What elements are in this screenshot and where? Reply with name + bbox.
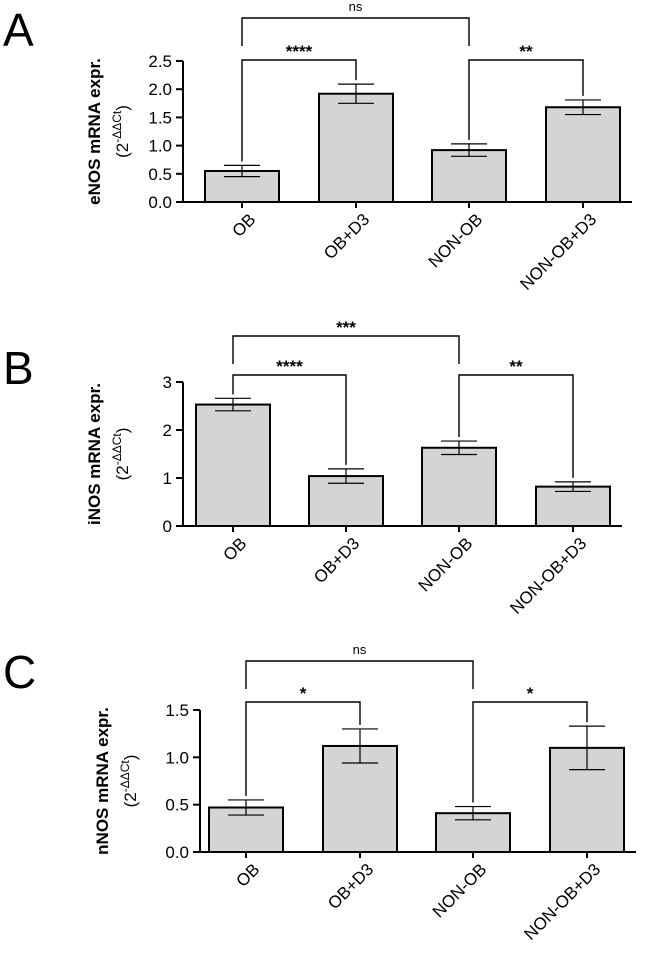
significance-label: **	[519, 42, 533, 61]
x-category-label: OB	[233, 860, 264, 891]
y-tick-label: 3	[163, 373, 172, 392]
bar-non-ob-plus-d3	[535, 485, 611, 528]
significance-bracket	[241, 17, 470, 46]
y-axis-unit: (2-ΔΔCt)	[118, 755, 140, 808]
significance-label: ****	[276, 357, 303, 376]
y-axis-label: eNOS mRNA expr.	[85, 58, 104, 205]
significance-bracket	[245, 660, 474, 689]
y-unit-close: )	[113, 105, 132, 111]
x-category-label: NON-OB	[415, 534, 477, 596]
significance-label: **	[509, 357, 523, 376]
significance-label: *	[527, 684, 534, 703]
y-unit-close: )	[113, 428, 132, 434]
significance-bracket	[472, 701, 588, 803]
significance-bracket	[458, 374, 574, 478]
x-category-label: NON-OB	[429, 860, 491, 922]
x-category-label: OB	[220, 534, 251, 565]
significance-bracket	[241, 59, 357, 162]
significance-bracket	[232, 374, 347, 465]
y-axis-label: nNOS mRNA expr.	[93, 707, 112, 855]
y-axis-label: iNOS mRNA expr.	[85, 383, 104, 525]
bar-ob	[195, 403, 271, 527]
y-tick-label: 0.0	[148, 193, 172, 212]
y-unit-base: (2	[113, 465, 132, 480]
significance-label: ****	[286, 42, 313, 61]
significance-bracket	[245, 701, 361, 796]
significance-label: ns	[349, 0, 363, 14]
y-tick-label: 2	[163, 421, 172, 440]
y-tick-label: 0.5	[165, 796, 189, 815]
y-tick-label: 1.5	[165, 701, 189, 720]
x-category-label: NON-OB+D3	[506, 534, 590, 618]
y-tick-label: 2.0	[148, 80, 172, 99]
y-unit-superscript: -ΔΔCt	[110, 433, 124, 466]
y-axis-unit: (2-ΔΔCt)	[110, 105, 132, 158]
bar-non-ob	[431, 149, 507, 203]
x-category-label: NON-OB+D3	[520, 860, 604, 944]
y-axis-unit: (2-ΔΔCt)	[110, 428, 132, 481]
bar-ob-plus-d3	[318, 92, 394, 203]
x-category-label: NON-OB+D3	[516, 210, 600, 294]
y-tick-label: 1.0	[165, 748, 189, 767]
x-category-label: OB+D3	[324, 860, 377, 913]
significance-label: ***	[336, 318, 356, 337]
y-tick-label: 0	[163, 517, 172, 536]
y-tick-label: 1.0	[148, 137, 172, 156]
y-unit-base: (2	[121, 792, 140, 807]
y-tick-label: 2.5	[148, 52, 172, 71]
y-unit-base: (2	[113, 143, 132, 158]
significance-bracket	[232, 335, 460, 364]
y-tick-label: 1	[163, 469, 172, 488]
bar-non-ob	[421, 446, 497, 528]
significance-label: *	[300, 684, 307, 703]
x-category-label: OB	[229, 210, 260, 241]
panel-letter: B	[3, 342, 34, 394]
y-tick-label: 0.0	[165, 843, 189, 862]
significance-bracket	[468, 59, 584, 140]
bar-non-ob-plus-d3	[545, 106, 621, 203]
y-tick-label: 0.5	[148, 165, 172, 184]
y-tick-label: 1.5	[148, 108, 172, 127]
x-category-label: OB+D3	[310, 534, 363, 587]
x-category-label: NON-OB	[425, 210, 487, 272]
panel-letter: A	[3, 4, 34, 56]
y-unit-close: )	[121, 755, 140, 761]
x-category-label: OB+D3	[320, 210, 373, 263]
significance-label: ns	[353, 642, 367, 657]
y-unit-superscript: -ΔΔCt	[118, 760, 132, 793]
y-unit-superscript: -ΔΔCt	[110, 110, 124, 143]
panel-letter: C	[3, 646, 36, 698]
